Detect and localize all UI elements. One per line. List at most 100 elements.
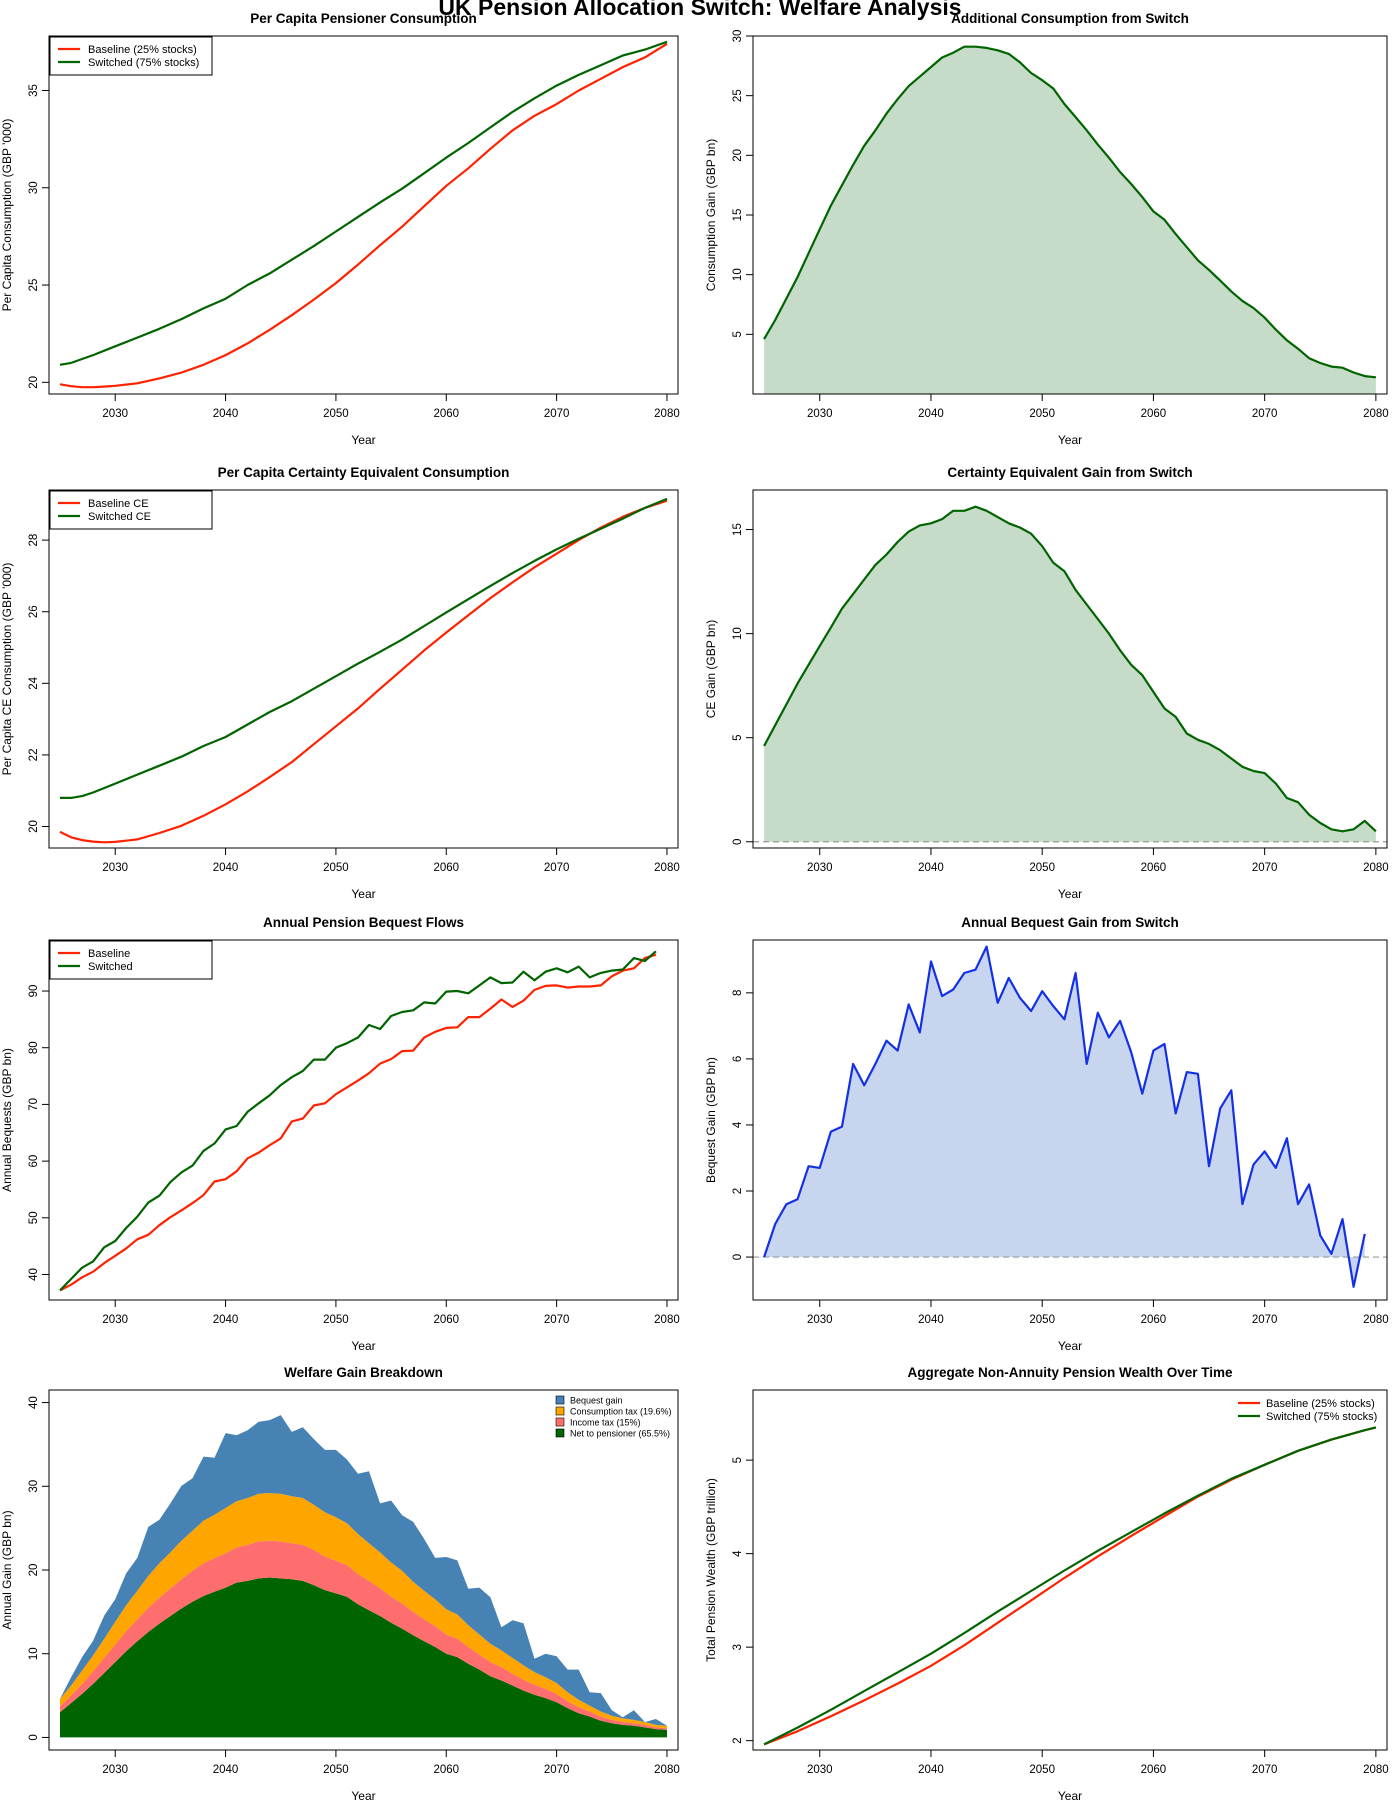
y-tick-label: 0 bbox=[28, 1734, 40, 1740]
y-tick-label: 4 bbox=[732, 1550, 744, 1557]
x-tick-label: 2040 bbox=[918, 1314, 944, 1326]
series-line-2 bbox=[59, 950, 657, 1292]
area-fill bbox=[764, 946, 1365, 1287]
y-tick-label: 80 bbox=[28, 1041, 40, 1054]
y-tick-label: 40 bbox=[28, 1396, 40, 1409]
x-tick-label: 2050 bbox=[323, 862, 349, 874]
y-tick-label: 28 bbox=[28, 534, 40, 547]
y-tick-label: 8 bbox=[732, 990, 744, 996]
y-tick-label: 0 bbox=[732, 839, 744, 845]
x-tick-label: 2070 bbox=[1252, 862, 1278, 874]
y-tick-label: 6 bbox=[732, 1056, 744, 1062]
y-tick-label: 30 bbox=[732, 30, 744, 43]
stack-layer-3 bbox=[60, 1493, 667, 1729]
area-fill bbox=[764, 506, 1376, 842]
y-axis-label: Bequest Gain (GBP bn) bbox=[704, 1057, 718, 1183]
legend-box bbox=[49, 940, 213, 980]
legend-label: Bequest gain bbox=[570, 1396, 623, 1406]
chart-panel-4: Certainty Equivalent Gain from Switch Yea… bbox=[704, 465, 1389, 901]
x-tick-label: 2080 bbox=[1363, 862, 1389, 874]
y-tick-label: 70 bbox=[28, 1098, 40, 1111]
chart-title: Certainty Equivalent Gain from Switch bbox=[947, 465, 1192, 480]
legend-swatch bbox=[555, 1428, 565, 1438]
x-axis-label: Year bbox=[351, 887, 375, 901]
y-tick-label: 3 bbox=[732, 1644, 744, 1650]
y-axis-label: Per Capita Consumption (GBP '000) bbox=[0, 119, 14, 312]
x-tick-label: 2070 bbox=[544, 1314, 570, 1326]
x-tick-label: 2030 bbox=[102, 1764, 128, 1776]
chart-title: Per Capita Pensioner Consumption bbox=[250, 11, 477, 26]
chart-panel-2: Additional Consumption from Switch Year Co… bbox=[704, 11, 1389, 447]
x-tick-label: 2080 bbox=[654, 408, 680, 420]
x-tick-label: 2050 bbox=[1029, 862, 1055, 874]
y-tick-label: 60 bbox=[28, 1155, 40, 1168]
x-tick-label: 2060 bbox=[433, 862, 459, 874]
y-tick-label: 25 bbox=[732, 89, 744, 102]
legend: Baseline (25% stocks)Switched (75% stock… bbox=[1238, 1398, 1377, 1423]
plot-frame bbox=[48, 35, 679, 395]
x-tick-label: 2050 bbox=[1029, 1314, 1055, 1326]
plot-area bbox=[60, 1415, 667, 1738]
y-tick-label: 26 bbox=[28, 605, 40, 618]
x-tick-label: 2080 bbox=[654, 1764, 680, 1776]
x-tick-label: 2030 bbox=[102, 1314, 128, 1326]
x-tick-label: 2050 bbox=[323, 1314, 349, 1326]
x-tick-label: 2040 bbox=[213, 862, 239, 874]
y-tick-label: 10 bbox=[28, 1647, 40, 1660]
series-line-1 bbox=[763, 505, 1377, 833]
series-line-1 bbox=[763, 45, 1377, 379]
x-tick-label: 2070 bbox=[1252, 408, 1278, 420]
x-tick-label: 2060 bbox=[433, 1314, 459, 1326]
y-tick-label: 10 bbox=[732, 627, 744, 640]
y-tick-label: 15 bbox=[732, 523, 744, 536]
x-tick-label: 2080 bbox=[1363, 408, 1389, 420]
x-tick-label: 2060 bbox=[1141, 408, 1167, 420]
y-tick-label: 90 bbox=[28, 985, 40, 998]
legend-label: Baseline CE bbox=[88, 498, 149, 510]
x-tick-label: 2040 bbox=[918, 408, 944, 420]
chart-title: Welfare Gain Breakdown bbox=[284, 1365, 443, 1380]
y-tick-label: 2 bbox=[732, 1737, 744, 1743]
x-tick-label: 2070 bbox=[544, 408, 570, 420]
y-tick-label: 0 bbox=[732, 1254, 744, 1260]
legend-swatch bbox=[555, 1395, 565, 1405]
legend-box bbox=[49, 490, 213, 530]
x-tick-label: 2060 bbox=[1141, 1314, 1167, 1326]
stack-layer-1 bbox=[60, 1577, 667, 1738]
chart-title: Annual Pension Bequest Flows bbox=[263, 915, 464, 930]
plot-frame bbox=[752, 1389, 1388, 1751]
x-tick-label: 2030 bbox=[807, 1764, 833, 1776]
x-axis-label: Year bbox=[351, 1789, 375, 1800]
y-axis-label: Annual Bequests (GBP bn) bbox=[0, 1048, 14, 1192]
x-tick-label: 2030 bbox=[807, 408, 833, 420]
y-tick-label: 5 bbox=[732, 1457, 744, 1463]
y-tick-label: 20 bbox=[28, 1564, 40, 1577]
legend-box bbox=[49, 36, 213, 76]
area-fill bbox=[764, 46, 1376, 394]
plot-area bbox=[753, 945, 1387, 1288]
y-tick-label: 50 bbox=[28, 1211, 40, 1224]
x-axis-label: Year bbox=[1058, 433, 1082, 447]
series-line-2 bbox=[60, 497, 668, 800]
plot-area bbox=[763, 45, 1377, 394]
x-tick-label: 2040 bbox=[213, 1314, 239, 1326]
x-tick-label: 2080 bbox=[654, 1314, 680, 1326]
x-tick-label: 2070 bbox=[544, 862, 570, 874]
y-tick-label: 10 bbox=[732, 268, 744, 281]
chart-title: Annual Bequest Gain from Switch bbox=[961, 915, 1179, 930]
legend: Baseline (25% stocks)Switched (75% stock… bbox=[49, 36, 213, 76]
series-line-1 bbox=[59, 953, 657, 1292]
y-tick-label: 25 bbox=[28, 279, 40, 292]
plot-area bbox=[59, 950, 657, 1292]
plot-area bbox=[763, 1426, 1377, 1746]
legend-label: Switched (75% stocks) bbox=[1266, 1411, 1377, 1423]
legend-label: Net to pensioner (65.5%) bbox=[570, 1429, 670, 1439]
y-tick-label: 5 bbox=[732, 331, 744, 337]
x-tick-label: 2040 bbox=[918, 1764, 944, 1776]
x-tick-label: 2030 bbox=[102, 408, 128, 420]
x-tick-label: 2060 bbox=[433, 1764, 459, 1776]
y-tick-label: 5 bbox=[732, 734, 744, 740]
legend-swatch bbox=[555, 1417, 565, 1427]
chart-title: Additional Consumption from Switch bbox=[951, 11, 1189, 26]
